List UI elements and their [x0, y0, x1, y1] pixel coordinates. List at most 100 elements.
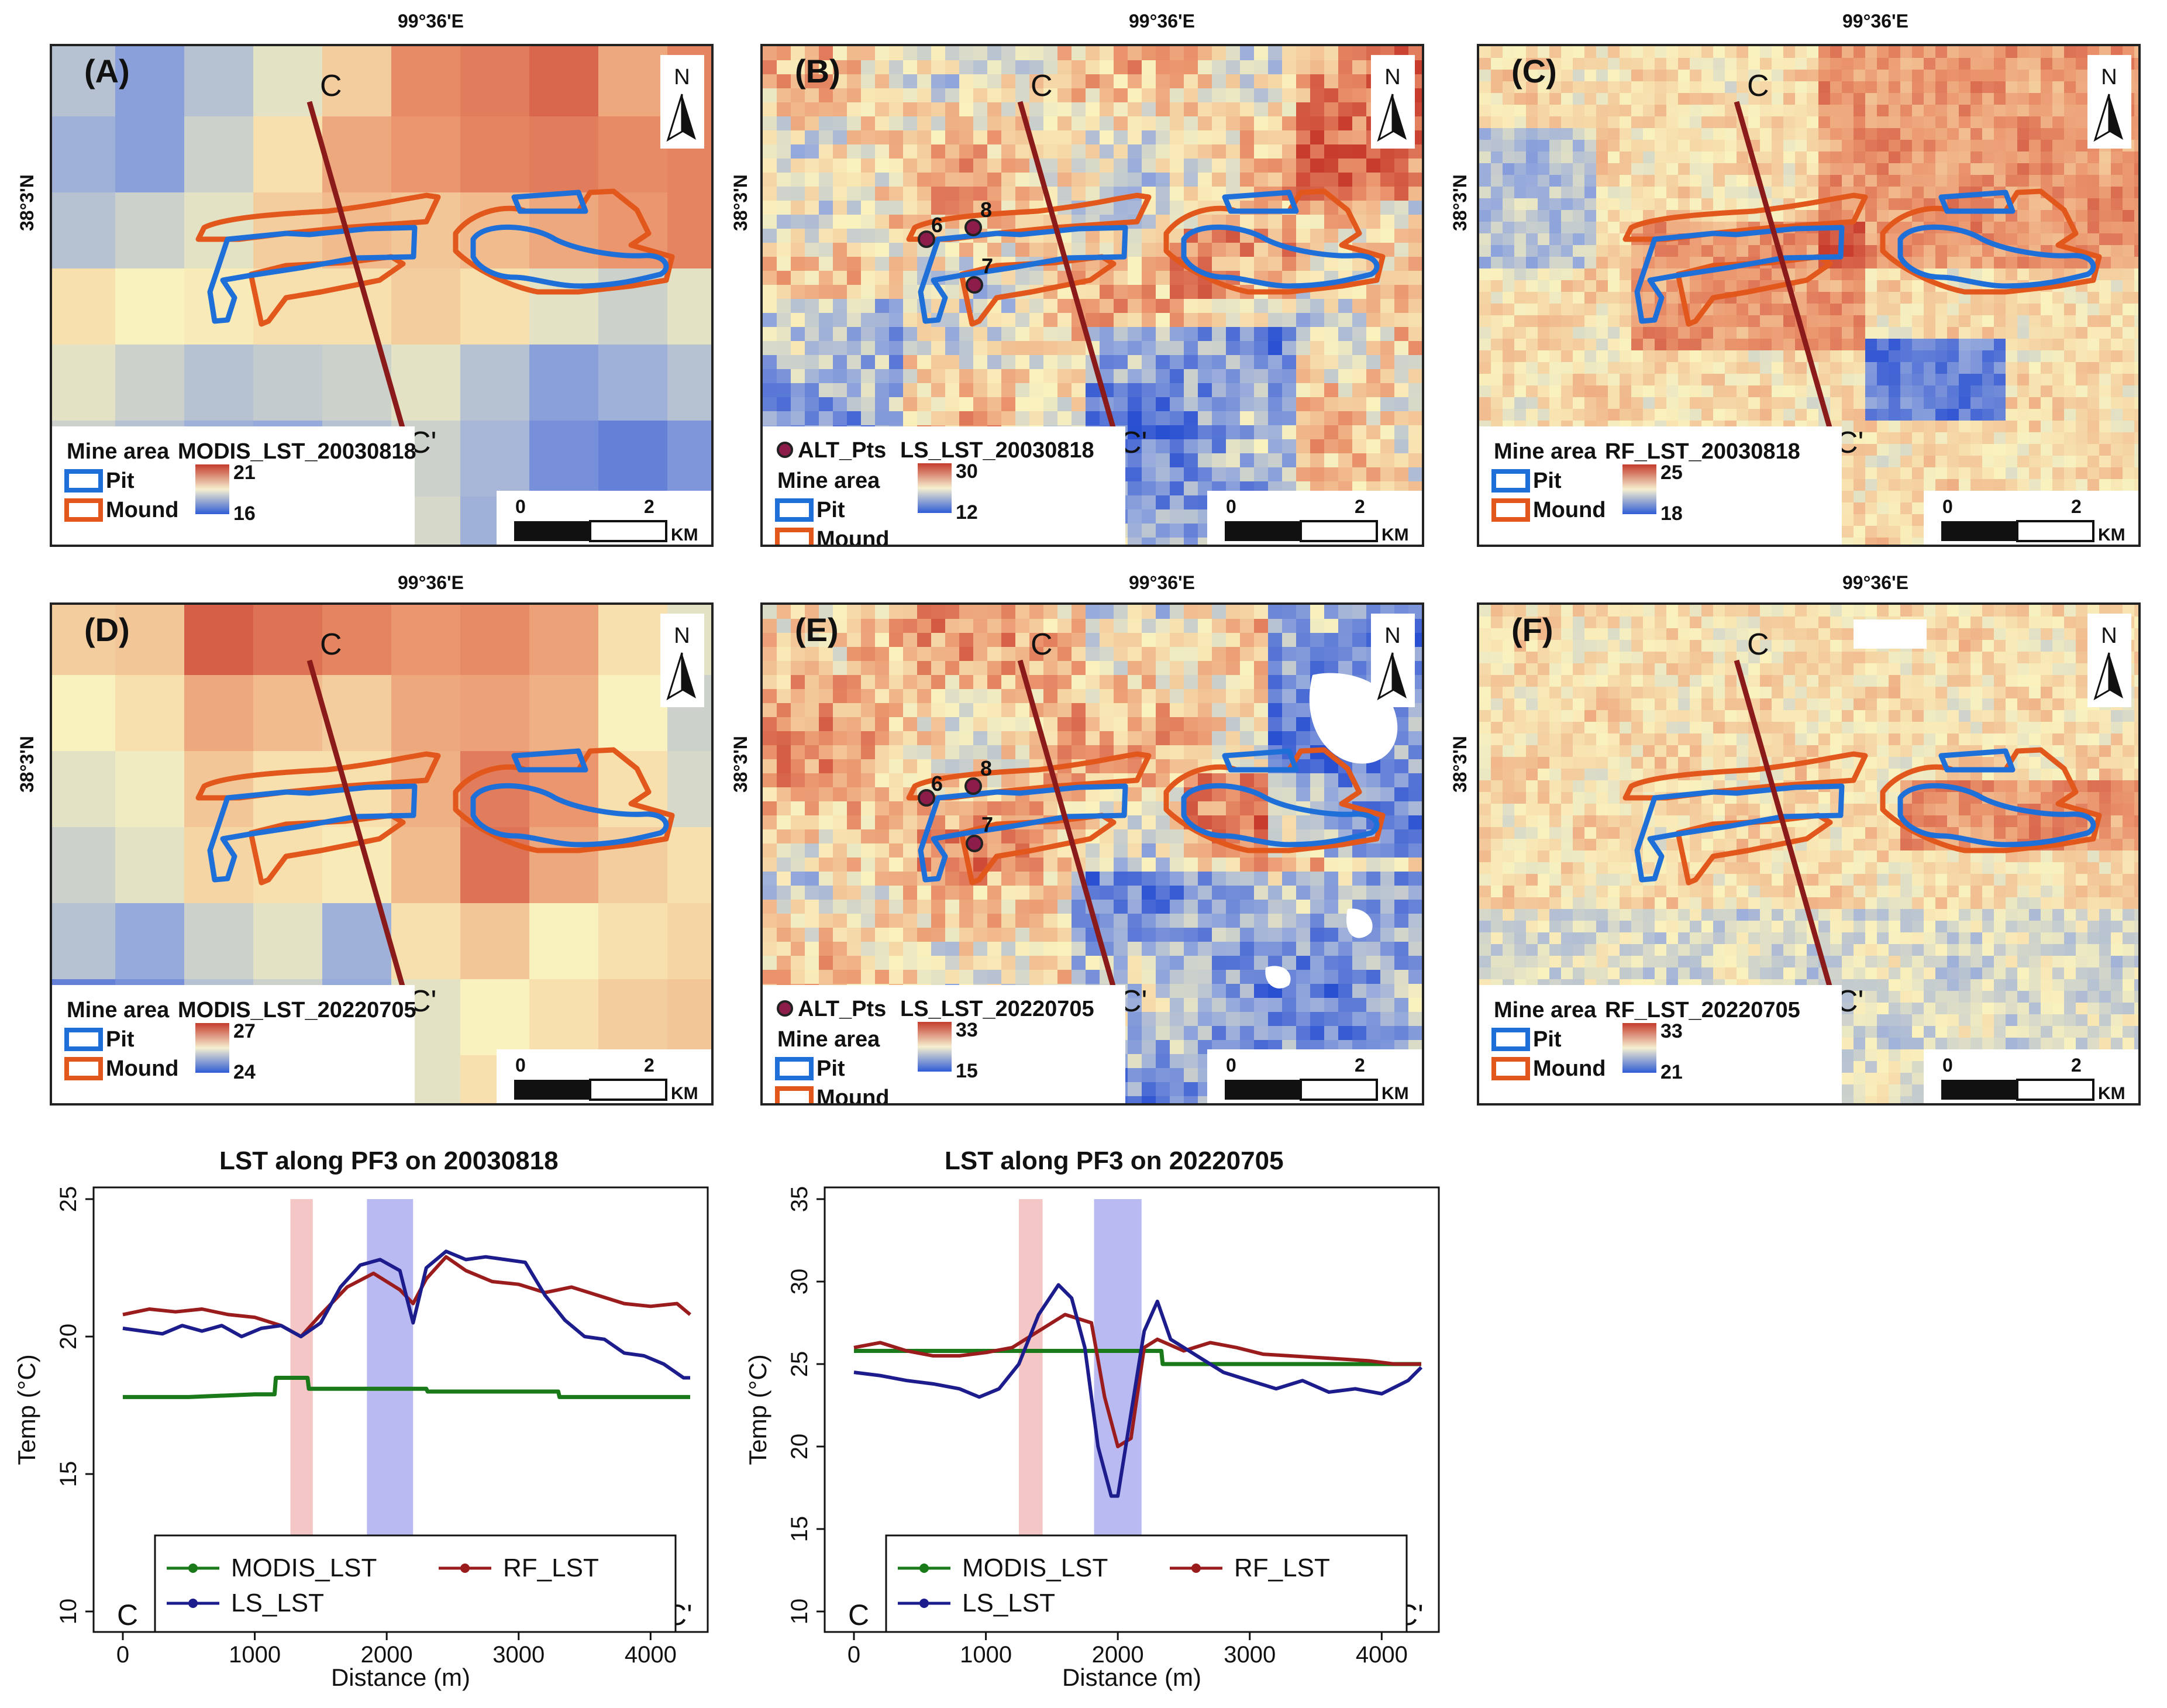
raster-cell [1912, 514, 1924, 526]
raster-cell [2087, 163, 2100, 175]
raster-cell [1748, 70, 1761, 82]
raster-cell [1268, 159, 1283, 173]
raster-cell [1912, 385, 1924, 398]
raster-cell [1156, 102, 1170, 117]
raster-cell [917, 116, 932, 131]
raster-cell [2029, 385, 2041, 398]
raster-cell [959, 745, 974, 760]
raster-cell [1254, 703, 1269, 718]
raster-cell [777, 717, 791, 732]
raster-cell [1830, 385, 1842, 398]
raster-cell [1526, 163, 1538, 175]
raster-cell [987, 313, 1002, 328]
raster-cell [1561, 397, 1573, 409]
raster-cell [861, 215, 876, 229]
raster-cell [2017, 292, 2030, 304]
raster-cell [2017, 421, 2030, 433]
raster-cell [777, 60, 791, 75]
raster-cell [1212, 173, 1227, 187]
raster-cell [847, 46, 862, 61]
raster-cell [1982, 58, 1994, 70]
raster-cell [1491, 268, 1503, 281]
raster-cell [833, 717, 847, 732]
raster-cell [2029, 409, 2041, 421]
raster-cell [1296, 467, 1311, 482]
raster-cell [1701, 409, 1714, 421]
raster-cell [1043, 159, 1058, 173]
raster-cell [1655, 175, 1667, 187]
raster-cell [1142, 299, 1156, 314]
raster-cell [1947, 444, 1959, 456]
raster-cell [1947, 257, 1959, 269]
raster-cell [2076, 444, 2088, 456]
raster-cell [833, 201, 847, 215]
raster-cell [1573, 210, 1585, 222]
raster-cell [1900, 327, 1913, 339]
raster-cell [1226, 327, 1241, 342]
raster-cell [1643, 339, 1655, 351]
raster-cell [1086, 745, 1100, 760]
raster-cell [1001, 88, 1016, 103]
raster-cell [1947, 304, 1959, 316]
raster-cell [1338, 397, 1353, 412]
raster-cell [1254, 369, 1269, 384]
raster-cell [1226, 383, 1241, 398]
raster-cell [1128, 355, 1142, 370]
raster-cell [945, 633, 960, 648]
raster-cell [791, 257, 805, 271]
raster-cell [2123, 385, 2135, 398]
raster-cell [1100, 116, 1114, 131]
raster-cell [1128, 467, 1142, 482]
raster-cell [1198, 159, 1212, 173]
raster-cell [1352, 74, 1367, 89]
raster-cell [2099, 304, 2111, 316]
raster-cell [805, 88, 819, 103]
raster-cell [1994, 421, 2006, 433]
raster-cell [1268, 425, 1283, 440]
raster-cell [2041, 467, 2053, 480]
raster-cell [1212, 605, 1227, 619]
raster-cell [1935, 257, 1948, 269]
raster-cell [1156, 88, 1170, 103]
raster-cell [1310, 46, 1325, 61]
raster-cell [2064, 339, 2076, 351]
raster-cell [945, 703, 960, 718]
raster-cell [529, 46, 599, 117]
raster-cell [2064, 257, 2076, 269]
raster-cell [1282, 215, 1297, 229]
raster-cell [1394, 173, 1409, 187]
raster-cell [1795, 46, 1807, 58]
raster-cell [2123, 350, 2135, 363]
raster-cell [1643, 70, 1655, 82]
raster-cell [1043, 397, 1058, 412]
raster-cell [1226, 173, 1241, 187]
raster-cell [1690, 222, 1702, 234]
north-label: N [2101, 65, 2117, 89]
raster-cell [1830, 93, 1842, 105]
raster-cell [987, 341, 1002, 356]
raster-cell [959, 397, 974, 412]
raster-cell [1254, 215, 1269, 229]
raster-cell [1737, 163, 1749, 175]
raster-cell [1737, 397, 1749, 409]
raster-cell [1366, 299, 1381, 314]
raster-cell [667, 903, 711, 980]
raster-cell [1865, 397, 1877, 409]
raster-cell [1170, 271, 1184, 285]
raster-cell [1854, 467, 1866, 480]
raster-cell [819, 159, 833, 173]
raster-cell [987, 173, 1002, 187]
raster-cell [2111, 409, 2123, 421]
legend-bg [52, 985, 415, 1103]
raster-cell [1170, 187, 1184, 201]
raster-cell [1608, 116, 1620, 129]
raster-cell [2087, 315, 2100, 328]
raster-cell [1982, 245, 1994, 257]
raster-cell [1830, 175, 1842, 187]
raster-cell [1114, 130, 1128, 145]
raster-cell [2064, 467, 2076, 480]
raster-cell [1783, 128, 1796, 140]
raster-cell [1184, 355, 1198, 370]
raster-cell [875, 633, 890, 648]
raster-cell [1561, 245, 1573, 257]
